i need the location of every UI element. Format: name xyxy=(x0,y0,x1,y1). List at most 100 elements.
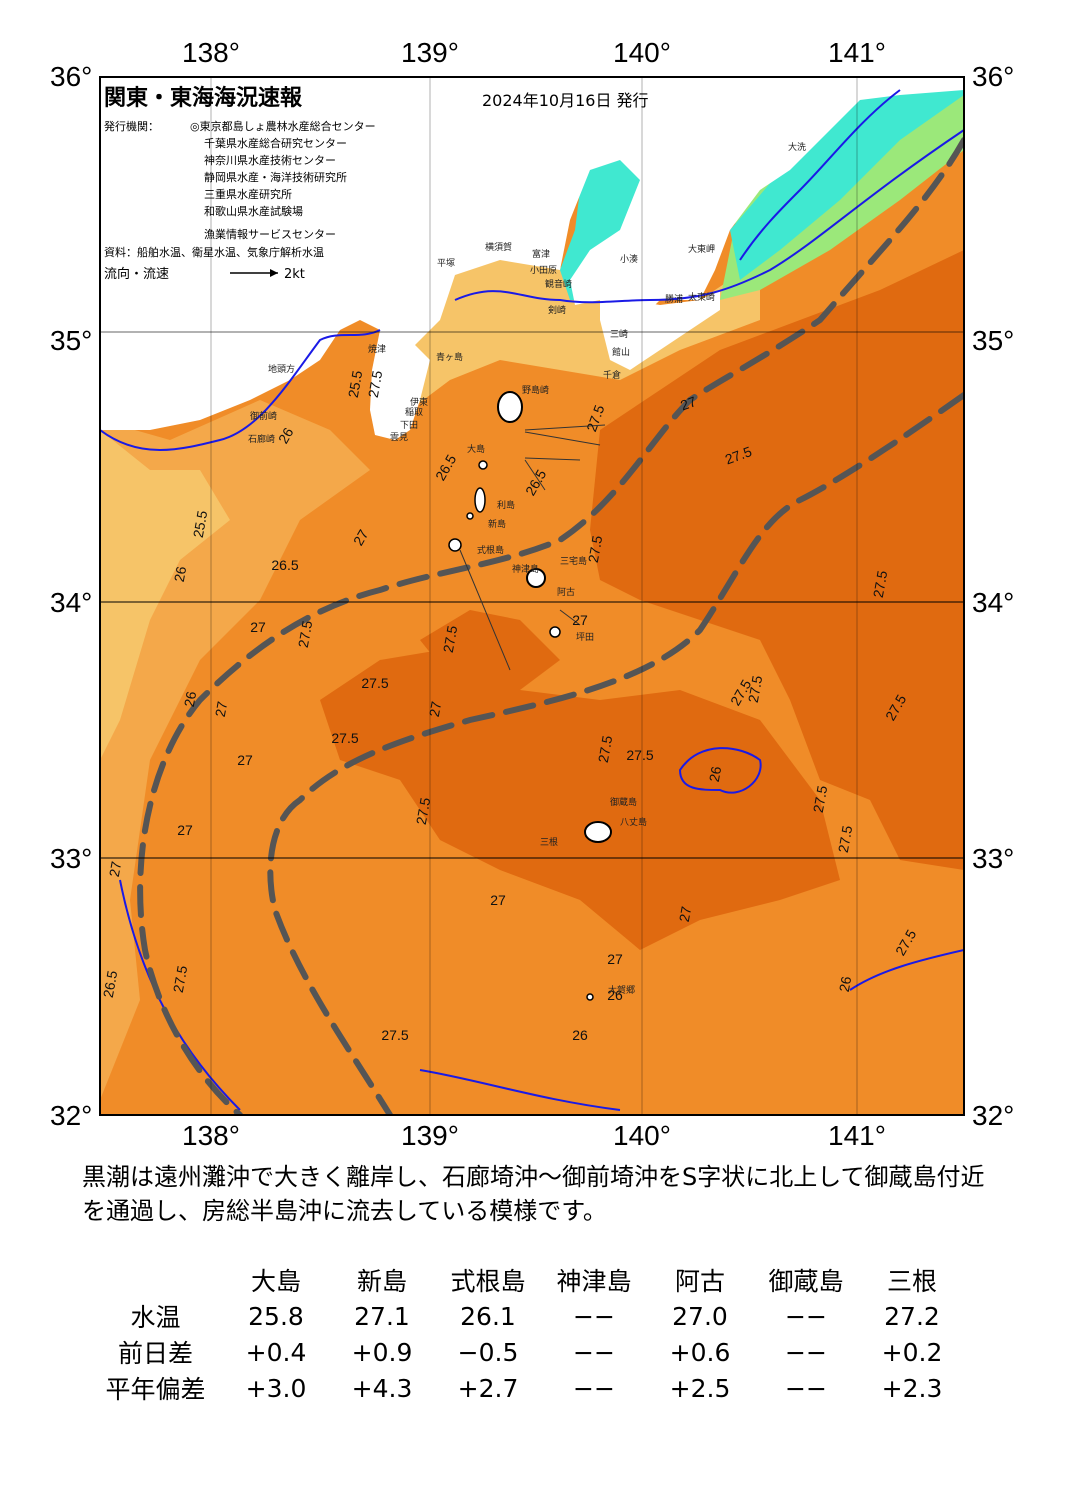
place-label: 雲見 xyxy=(390,432,408,443)
place-label: 大東岬 xyxy=(688,243,715,255)
lat-label-right: 32° xyxy=(972,1100,1014,1131)
isotherm-value-label: 27.5 xyxy=(870,569,891,599)
lon-label-top: 141° xyxy=(828,37,886,68)
place-label: 青ヶ島 xyxy=(436,351,463,363)
issuer: 静岡県水産・海洋技術研究所 xyxy=(204,170,347,184)
longitude-labels: 138° 139° 140° 141° 138° 139° 140° 141° xyxy=(182,37,886,1151)
row-label: 水温 xyxy=(130,1303,181,1332)
issuer: 漁業情報サービスセンター xyxy=(204,227,336,241)
isotherm-value-label: 26 xyxy=(706,765,724,783)
map-border xyxy=(99,76,965,1116)
table-cell: −− xyxy=(785,1337,827,1367)
land-kanto xyxy=(100,77,964,430)
table-cell: +2.5 xyxy=(669,1373,731,1403)
station-header: 阿古 xyxy=(674,1267,725,1296)
table-cell: 25.8 xyxy=(248,1301,304,1331)
isotherm-value-label: 26 xyxy=(607,987,623,1003)
place-label: 大洗 xyxy=(788,141,806,153)
flow-legend-label: 流向・流速 xyxy=(104,266,169,282)
issuer: ◎東京都島しょ農林水産総合センター xyxy=(190,119,376,133)
isotherm-value-label: 27.5 xyxy=(331,730,358,746)
isotherm-value-label: 27.5 xyxy=(440,624,461,654)
land-izu xyxy=(370,330,430,440)
lon-label-top: 140° xyxy=(613,37,671,68)
isotherm-value-label: 27.5 xyxy=(745,674,766,704)
isotherm-value-label: 27 xyxy=(212,700,230,718)
place-label: 三根 xyxy=(540,836,558,848)
isotherm-value-label: 27 xyxy=(350,527,372,549)
place-label: 館山 xyxy=(612,346,630,358)
sea-cold-west xyxy=(100,430,230,760)
lon-label-top: 139° xyxy=(401,37,459,68)
station-header: 三根 xyxy=(886,1267,937,1296)
lon-label-bottom: 138° xyxy=(182,1120,240,1151)
isotherm-value-label: 27.5 xyxy=(585,534,606,564)
isotherm-value-label: 26.5 xyxy=(271,557,298,573)
lon-label-bottom: 139° xyxy=(401,1120,459,1151)
isotherm-value-label: 26 xyxy=(275,425,297,447)
map-title: 関東・東海海況速報 xyxy=(104,85,303,111)
isotherm-value-label: 27 xyxy=(607,951,623,967)
place-label: 御前崎 xyxy=(250,410,277,422)
island-aogashima xyxy=(586,993,594,1001)
sea-deep-zone-mid xyxy=(420,610,560,690)
issuers-label: 発行機関： xyxy=(104,119,159,133)
place-label: 剣崎 xyxy=(548,304,566,316)
lon-label-bottom: 141° xyxy=(828,1120,886,1151)
table-cell: 27.0 xyxy=(672,1301,728,1331)
isotherm-value-label: 26 xyxy=(572,1027,588,1043)
isotherm-value-label: 26 xyxy=(836,975,854,993)
flow-scale-arrowhead xyxy=(270,269,278,277)
place-label: 下田 xyxy=(400,420,418,431)
table-cell: −− xyxy=(573,1337,615,1367)
place-label: 平塚 xyxy=(437,258,455,269)
isotherm-value-label: 27.5 xyxy=(810,784,831,814)
place-label: 阿古 xyxy=(557,586,575,598)
station-header: 式根島 xyxy=(450,1267,526,1296)
table-cell: +2.7 xyxy=(457,1373,519,1403)
table-cell: 27.1 xyxy=(354,1301,410,1331)
place-label: 小湊 xyxy=(620,253,638,265)
isotherm-value-label: 27.5 xyxy=(381,1027,408,1043)
table-header-row: 大島 新島 式根島 神津島 阿古 御蔵島 三根 xyxy=(88,1262,965,1298)
issuers-list: ◎東京都島しょ農林水産総合センター 千葉県水産総合研究センター 神奈川県水産技術… xyxy=(190,119,376,241)
table-row: 水温 25.8 27.1 26.1 −− 27.0 −− 27.2 xyxy=(88,1298,965,1334)
isotherm-value-label: 27 xyxy=(490,892,506,908)
island-hachijojima xyxy=(584,821,612,843)
table-row: 前日差 +0.4 +0.9 −0.5 −− +0.6 −− +0.2 xyxy=(88,1334,965,1370)
situation-summary: 黒潮は遠州灘沖で大きく離岸し、石廊埼沖～御前埼沖をS字状に北上して御蔵島付近を通… xyxy=(82,1163,985,1225)
station-header: 新島 xyxy=(356,1267,407,1296)
isotherm-value-label: 27 xyxy=(678,393,698,413)
place-label: 焼津 xyxy=(368,344,386,355)
sea-cool-north xyxy=(380,250,760,410)
place-label: 大賀郷 xyxy=(608,984,635,996)
isotherm-value-label: 26 xyxy=(171,565,189,583)
table-cell: −− xyxy=(785,1373,827,1403)
place-label: 神津島 xyxy=(512,563,539,575)
island-toshima xyxy=(478,460,488,470)
isotherm-value-label: 27.5 xyxy=(595,734,616,764)
place-label: 伊東 xyxy=(410,396,428,408)
issuer: 神奈川県水産技術センター xyxy=(204,153,336,167)
table-cell: −0.5 xyxy=(457,1337,519,1367)
issue-date: 2024年10月16日 発行 xyxy=(482,91,649,110)
place-label: 富津 xyxy=(532,248,550,260)
station-header: 神津島 xyxy=(556,1267,632,1296)
lon-label-top: 138° xyxy=(182,37,240,68)
table-cell: −− xyxy=(573,1373,615,1403)
isotherm-value-label: 27 xyxy=(106,860,124,878)
lat-label-right: 33° xyxy=(972,843,1014,874)
place-label: 太東崎 xyxy=(688,291,715,303)
isotherm-value-label: 27 xyxy=(177,822,193,838)
island-niijima xyxy=(474,487,486,513)
lat-label-right: 35° xyxy=(972,325,1014,356)
table-cell: +4.3 xyxy=(351,1373,413,1403)
lat-lon-grid xyxy=(100,77,964,1115)
land-boso xyxy=(600,290,720,370)
table-cell: 27.2 xyxy=(884,1301,940,1331)
latitude-labels: 36° 35° 34° 33° 32° 36° 35° 34° 33° 32° xyxy=(50,61,1014,1131)
lat-label-left: 36° xyxy=(50,61,92,92)
